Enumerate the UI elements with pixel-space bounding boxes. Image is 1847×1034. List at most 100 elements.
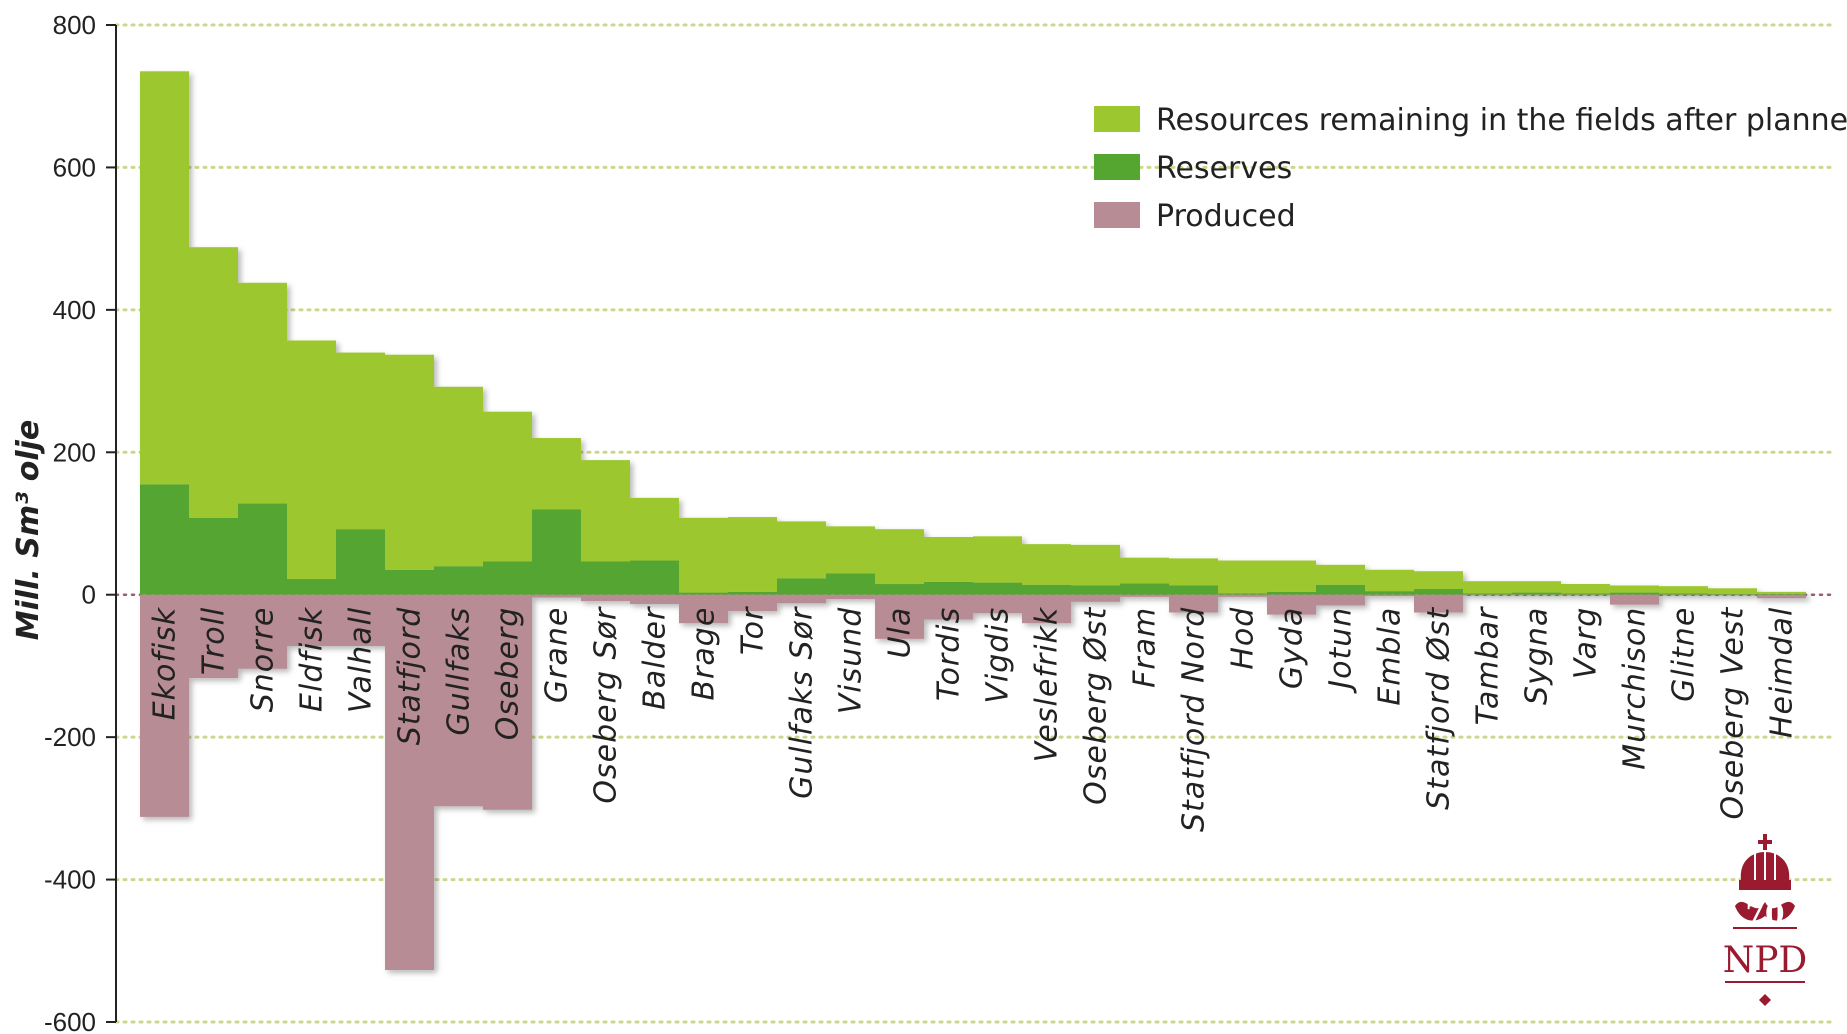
category-label: Fram [1128,607,1163,688]
bar-remaining-resources [679,517,728,593]
category-label: Veslefrikk [1030,606,1065,762]
bar-remaining-resources [532,438,581,510]
bar-produced [1365,594,1414,597]
bar-remaining-resources [287,340,336,580]
category-label: Glitne [1667,607,1702,702]
bar-reserves [1071,585,1120,595]
category-label: Grane [540,607,575,703]
legend-label: Produced [1156,199,1296,234]
bar-reserves [1610,592,1659,595]
bar-remaining-resources [1512,581,1561,593]
bar-produced [1169,594,1218,613]
category-label: Jotun [1324,607,1359,694]
bar-remaining-resources [1463,581,1512,594]
bar-reserves [1365,591,1414,595]
logo-number: 70 [1746,897,1785,930]
bar-remaining-resources [385,354,434,570]
y-tick-label: 800 [53,10,96,40]
bar-reserves [287,579,336,595]
bar-produced [1610,594,1659,605]
bar-produced [1071,594,1120,602]
bar-reserves [1659,593,1708,595]
bar-produced [581,594,630,602]
bar-produced [1316,594,1365,606]
bar-remaining-resources [826,526,875,574]
legend-label: Resources remaining in the fields after … [1156,103,1847,138]
category-label: Gullfaks Sør [785,606,820,799]
bar-produced [287,594,336,646]
bar-produced [238,594,287,669]
legend-label: Reserves [1156,151,1292,186]
bar-reserves [1463,593,1512,595]
bar-remaining-resources [1071,544,1120,586]
bar-remaining-resources [581,460,630,562]
legend-swatch [1094,202,1140,228]
bar-reserves [679,592,728,595]
bar-reserves [1414,589,1463,595]
bar-produced [1218,594,1267,597]
bar-produced [1414,594,1463,613]
bar-reserves [1169,585,1218,595]
bar-remaining-resources [1365,569,1414,592]
category-label: Statfjord Nord [1177,607,1212,832]
bar-reserves [1757,594,1806,595]
bar-remaining-resources [1120,557,1169,584]
category-label: Ula [883,607,918,659]
bar-remaining-resources [1757,591,1806,595]
category-label: Hod [1226,607,1261,670]
category-label: Varg [1569,607,1604,679]
bar-reserves [1120,583,1169,595]
bar-remaining-resources [973,536,1022,583]
bar-produced [826,594,875,599]
bar-remaining-resources [728,517,777,592]
bar-remaining-resources [875,529,924,585]
bar-produced [728,594,777,612]
category-label: Oseberg Sør [589,606,624,804]
bar-reserves [336,529,385,595]
bar-reserves [434,566,483,595]
bar-produced [434,594,483,807]
bar-remaining-resources [1169,558,1218,586]
category-label: Tordis [932,607,967,701]
bar-produced [1022,594,1071,624]
bar-remaining-resources [189,247,238,518]
bar-produced [189,594,238,679]
bar-remaining-resources [1316,564,1365,585]
category-label: Gyda [1275,607,1310,689]
category-label: Embla [1373,607,1408,706]
y-tick-label: 200 [53,437,96,467]
y-tick-label: -600 [44,1007,96,1034]
bar-reserves [1267,591,1316,595]
category-label: Eldfisk [295,606,330,712]
bar-remaining-resources [1610,585,1659,593]
bar-produced [483,594,532,810]
y-tick-label: -400 [44,865,96,895]
bar-reserves [385,569,434,595]
bar-reserves [630,560,679,595]
bar-remaining-resources [1267,560,1316,592]
bar-produced [336,594,385,646]
bar-remaining-resources [336,352,385,530]
bar-reserves [728,591,777,595]
bar-remaining-resources [1708,588,1757,595]
category-label: Snorre [246,607,281,713]
bar-reserves [140,484,189,595]
bar-produced [1561,594,1610,596]
bar-produced [385,594,434,971]
bar-remaining-resources [1218,560,1267,594]
category-label: Visund [834,607,869,715]
category-label: Troll [197,607,232,675]
bar-reserves [189,517,238,595]
bar-reserves [1512,592,1561,595]
bar-remaining-resources [140,71,189,485]
bar-reserves [1708,594,1757,595]
category-label: Oseberg Vest [1716,606,1751,819]
bar-remaining-resources [924,537,973,582]
bar-reserves [777,578,826,595]
category-label: Oseberg Øst [1079,606,1114,804]
bar-produced [875,594,924,639]
category-label: Gullfaks [442,607,477,736]
bar-produced [1267,594,1316,615]
bar-reserves [532,509,581,595]
